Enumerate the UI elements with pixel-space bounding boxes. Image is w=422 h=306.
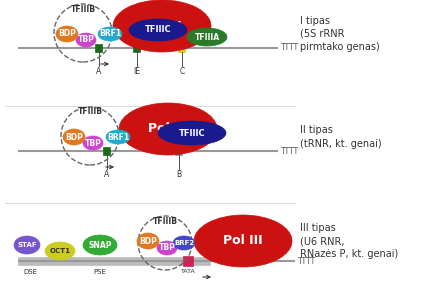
Bar: [178, 44, 185, 52]
Text: I tipas
(5S rRNR
pirmtako genas): I tipas (5S rRNR pirmtako genas): [300, 16, 380, 52]
Ellipse shape: [129, 19, 187, 41]
Ellipse shape: [83, 235, 117, 255]
Bar: [103, 147, 110, 155]
Text: TTTT: TTTT: [281, 43, 299, 53]
Ellipse shape: [113, 0, 211, 52]
Text: TFIIIC: TFIIIC: [145, 25, 171, 35]
Text: B: B: [176, 170, 181, 179]
Text: A: A: [104, 170, 110, 179]
Text: TFIIIB: TFIIIB: [70, 5, 95, 13]
Ellipse shape: [173, 236, 195, 250]
Text: BDP: BDP: [58, 29, 76, 39]
Text: PSE: PSE: [94, 269, 106, 275]
Text: TTTT: TTTT: [298, 256, 316, 266]
Text: BRF2: BRF2: [174, 240, 194, 246]
Text: A: A: [96, 67, 102, 76]
Ellipse shape: [14, 236, 40, 254]
Text: BRF1: BRF1: [107, 132, 129, 141]
Text: TBP: TBP: [78, 35, 95, 44]
Text: TFIIIB: TFIIIB: [152, 217, 178, 226]
Text: Pol III: Pol III: [142, 20, 182, 32]
Ellipse shape: [63, 129, 85, 145]
Text: Pol III: Pol III: [148, 122, 188, 136]
Ellipse shape: [187, 28, 227, 46]
Text: BDP: BDP: [139, 237, 157, 245]
Text: DSE: DSE: [23, 269, 37, 275]
Ellipse shape: [194, 215, 292, 267]
Text: BDP: BDP: [65, 132, 83, 141]
Text: STAF: STAF: [17, 242, 37, 248]
Text: II tipas
(tRNR, kt. genai): II tipas (tRNR, kt. genai): [300, 125, 381, 149]
Ellipse shape: [137, 233, 159, 249]
Text: III tipas
(U6 RNR,
RNazės P, kt. genai): III tipas (U6 RNR, RNazės P, kt. genai): [300, 223, 398, 259]
Ellipse shape: [157, 241, 177, 255]
Text: OCT1: OCT1: [49, 248, 70, 254]
Text: SNAP: SNAP: [88, 241, 112, 249]
Ellipse shape: [45, 242, 75, 260]
Text: TTTT: TTTT: [281, 147, 299, 155]
Ellipse shape: [119, 103, 217, 155]
Bar: [95, 44, 102, 52]
Bar: [175, 147, 182, 155]
Bar: [133, 44, 140, 52]
Text: TFIIIC: TFIIIC: [179, 129, 206, 137]
Text: TBP: TBP: [159, 244, 176, 252]
Text: IE: IE: [133, 67, 141, 76]
Ellipse shape: [106, 130, 130, 144]
Text: TATA: TATA: [181, 269, 195, 274]
Ellipse shape: [98, 27, 122, 41]
Ellipse shape: [158, 121, 226, 145]
Text: C: C: [179, 67, 185, 76]
Ellipse shape: [83, 136, 103, 150]
Text: TFIIIB: TFIIIB: [78, 107, 103, 117]
Bar: [183, 256, 193, 266]
Ellipse shape: [76, 33, 96, 47]
Bar: [18, 257, 210, 265]
Text: TBP: TBP: [84, 139, 101, 147]
Text: Pol III: Pol III: [223, 234, 263, 248]
Ellipse shape: [56, 26, 78, 42]
Text: TFIIIA: TFIIIA: [195, 32, 219, 42]
Text: BRF1: BRF1: [99, 29, 121, 39]
